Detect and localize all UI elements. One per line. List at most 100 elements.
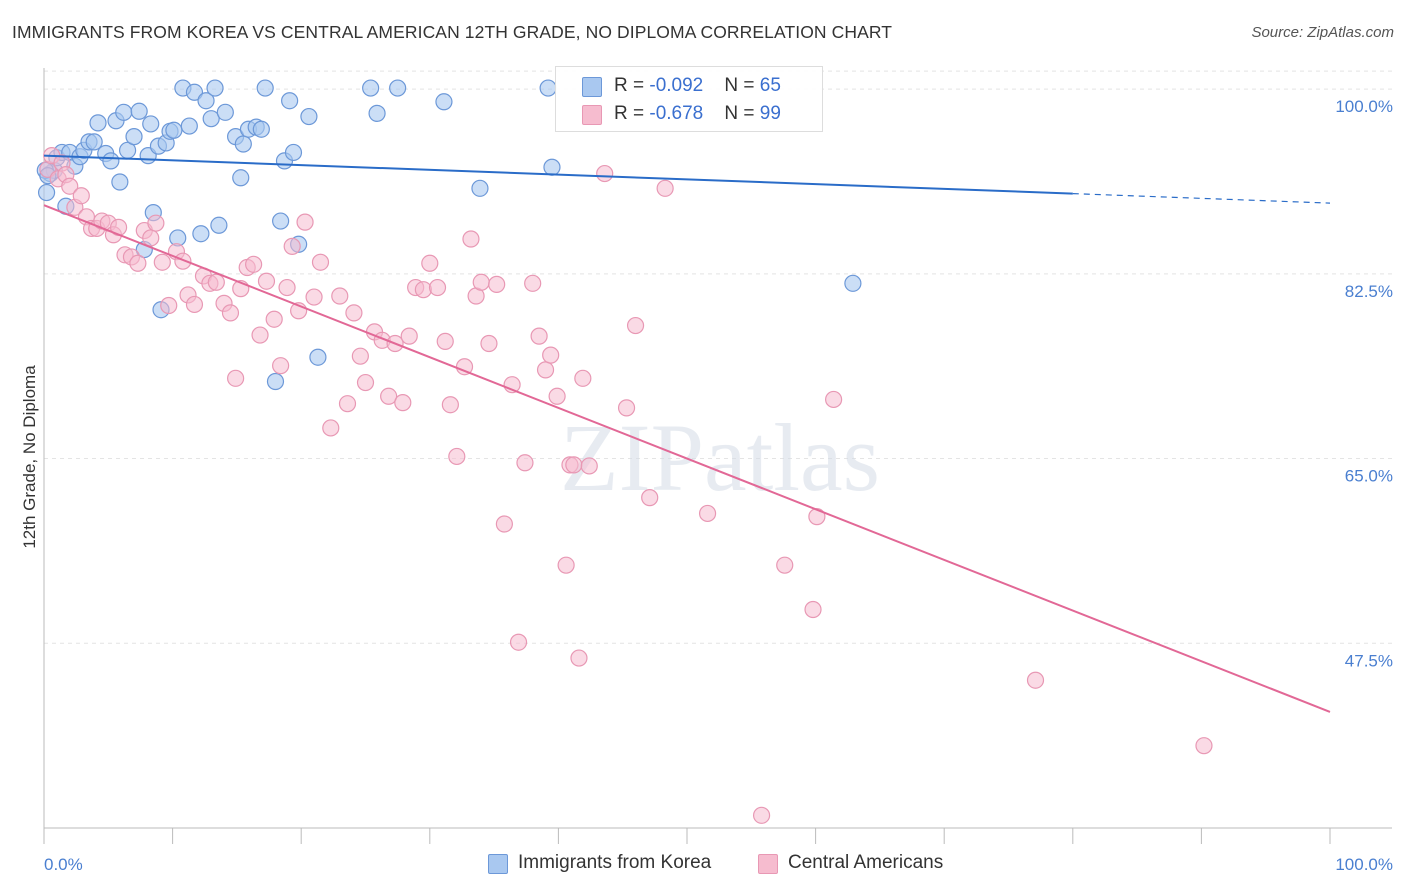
point-central — [1026, 671, 1045, 689]
point-central — [488, 275, 506, 293]
point-central — [804, 600, 822, 619]
point-central — [278, 278, 296, 297]
point-korea — [165, 121, 183, 139]
point-korea — [435, 93, 453, 111]
korea-swatch — [488, 854, 508, 874]
point-central — [565, 456, 583, 474]
point-korea — [37, 183, 56, 202]
central-swatch — [582, 105, 602, 125]
chart-title: IMMIGRANTS FROM KOREA VS CENTRAL AMERICA… — [12, 22, 893, 42]
point-korea — [202, 110, 220, 128]
point-central — [265, 310, 283, 328]
chart-source: Source: ZipAtlas.com — [1251, 24, 1394, 41]
point-korea — [309, 348, 327, 366]
point-central — [147, 214, 165, 232]
point-central — [574, 369, 592, 387]
point-central — [698, 504, 717, 523]
point-central — [331, 287, 349, 305]
point-central — [142, 229, 160, 247]
point-central — [428, 278, 447, 297]
point-korea — [272, 212, 290, 230]
point-korea — [232, 169, 250, 187]
korea-swatch — [582, 77, 602, 97]
point-central — [421, 254, 439, 272]
point-central — [495, 515, 513, 533]
point-central — [441, 396, 459, 414]
point-central — [825, 390, 843, 409]
point-korea — [281, 92, 299, 110]
point-central — [596, 164, 614, 183]
point-central — [227, 369, 245, 387]
y-tick-label: 100.0% — [1335, 97, 1393, 116]
point-central — [436, 332, 454, 350]
point-central — [414, 281, 432, 299]
point-central — [351, 347, 369, 365]
point-korea — [192, 225, 210, 243]
point-central — [448, 447, 466, 466]
point-korea — [89, 114, 107, 132]
point-korea — [206, 79, 224, 97]
trend-line-central — [43, 204, 1331, 713]
point-korea — [197, 92, 215, 110]
point-korea — [234, 135, 252, 153]
point-korea — [180, 117, 198, 135]
trend-line-korea-extension — [1072, 193, 1331, 204]
point-central — [72, 187, 90, 205]
r-value: -0.092 — [649, 75, 704, 96]
point-central — [472, 273, 490, 291]
point-central — [129, 254, 147, 272]
point-korea — [185, 83, 204, 101]
r-label: R = — [614, 75, 650, 96]
point-korea — [256, 79, 274, 97]
point-central — [536, 361, 555, 379]
x-tick-label: 0.0% — [44, 855, 83, 874]
point-central — [524, 274, 542, 292]
point-central — [251, 326, 269, 344]
point-central — [185, 295, 204, 314]
point-central — [257, 272, 276, 290]
point-central — [174, 252, 192, 270]
point-korea — [216, 103, 234, 121]
point-central — [356, 373, 375, 392]
point-central — [160, 296, 178, 315]
r-value: -0.678 — [649, 103, 704, 124]
point-korea — [85, 133, 103, 151]
y-tick-labels: 100.0% 82.5% 65.0% 47.5% — [1335, 97, 1393, 670]
series-central-points — [39, 147, 1213, 824]
point-korea — [539, 79, 557, 97]
point-central — [752, 806, 771, 824]
stats-legend: R = -0.092 N = 65 R = -0.678 N = 99 — [555, 66, 823, 132]
point-central — [153, 253, 171, 271]
x-tick-labels: 0.0% 100.0% — [44, 855, 1393, 874]
point-central — [462, 230, 480, 248]
point-korea — [389, 79, 407, 97]
point-central — [61, 177, 79, 195]
point-central — [305, 288, 323, 306]
n-label: N = — [724, 75, 760, 96]
point-korea — [111, 173, 129, 191]
watermark: ZIPatlas — [560, 404, 880, 511]
n-label: N = — [724, 103, 760, 124]
point-central — [245, 255, 263, 273]
point-korea — [362, 79, 380, 97]
point-korea — [284, 143, 303, 162]
point-korea — [368, 104, 386, 122]
x-tick-label: 100.0% — [1335, 855, 1393, 874]
point-korea — [471, 179, 489, 197]
point-korea — [844, 274, 862, 292]
r-label: R = — [614, 103, 650, 124]
point-central — [509, 633, 528, 651]
n-value: 65 — [759, 75, 781, 96]
grid-lines — [44, 70, 1392, 644]
central-swatch — [758, 854, 778, 874]
point-central — [548, 387, 566, 405]
point-central — [221, 304, 240, 322]
point-korea — [210, 216, 228, 234]
point-central — [617, 399, 636, 417]
point-central — [394, 394, 412, 412]
point-central — [345, 304, 363, 322]
point-central — [530, 327, 548, 345]
point-central — [272, 357, 290, 375]
trend-lines — [43, 154, 1331, 713]
